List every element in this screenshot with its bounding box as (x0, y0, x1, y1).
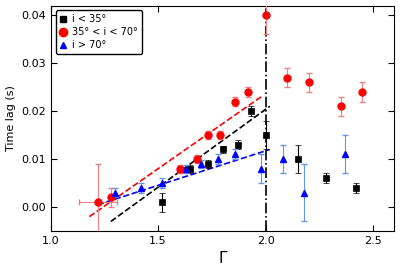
Y-axis label: Time lag (s): Time lag (s) (6, 85, 16, 151)
Legend: i < 35°, 35° < i < 70°, i > 70°: i < 35°, 35° < i < 70°, i > 70° (56, 10, 142, 54)
X-axis label: Γ: Γ (218, 251, 227, 267)
